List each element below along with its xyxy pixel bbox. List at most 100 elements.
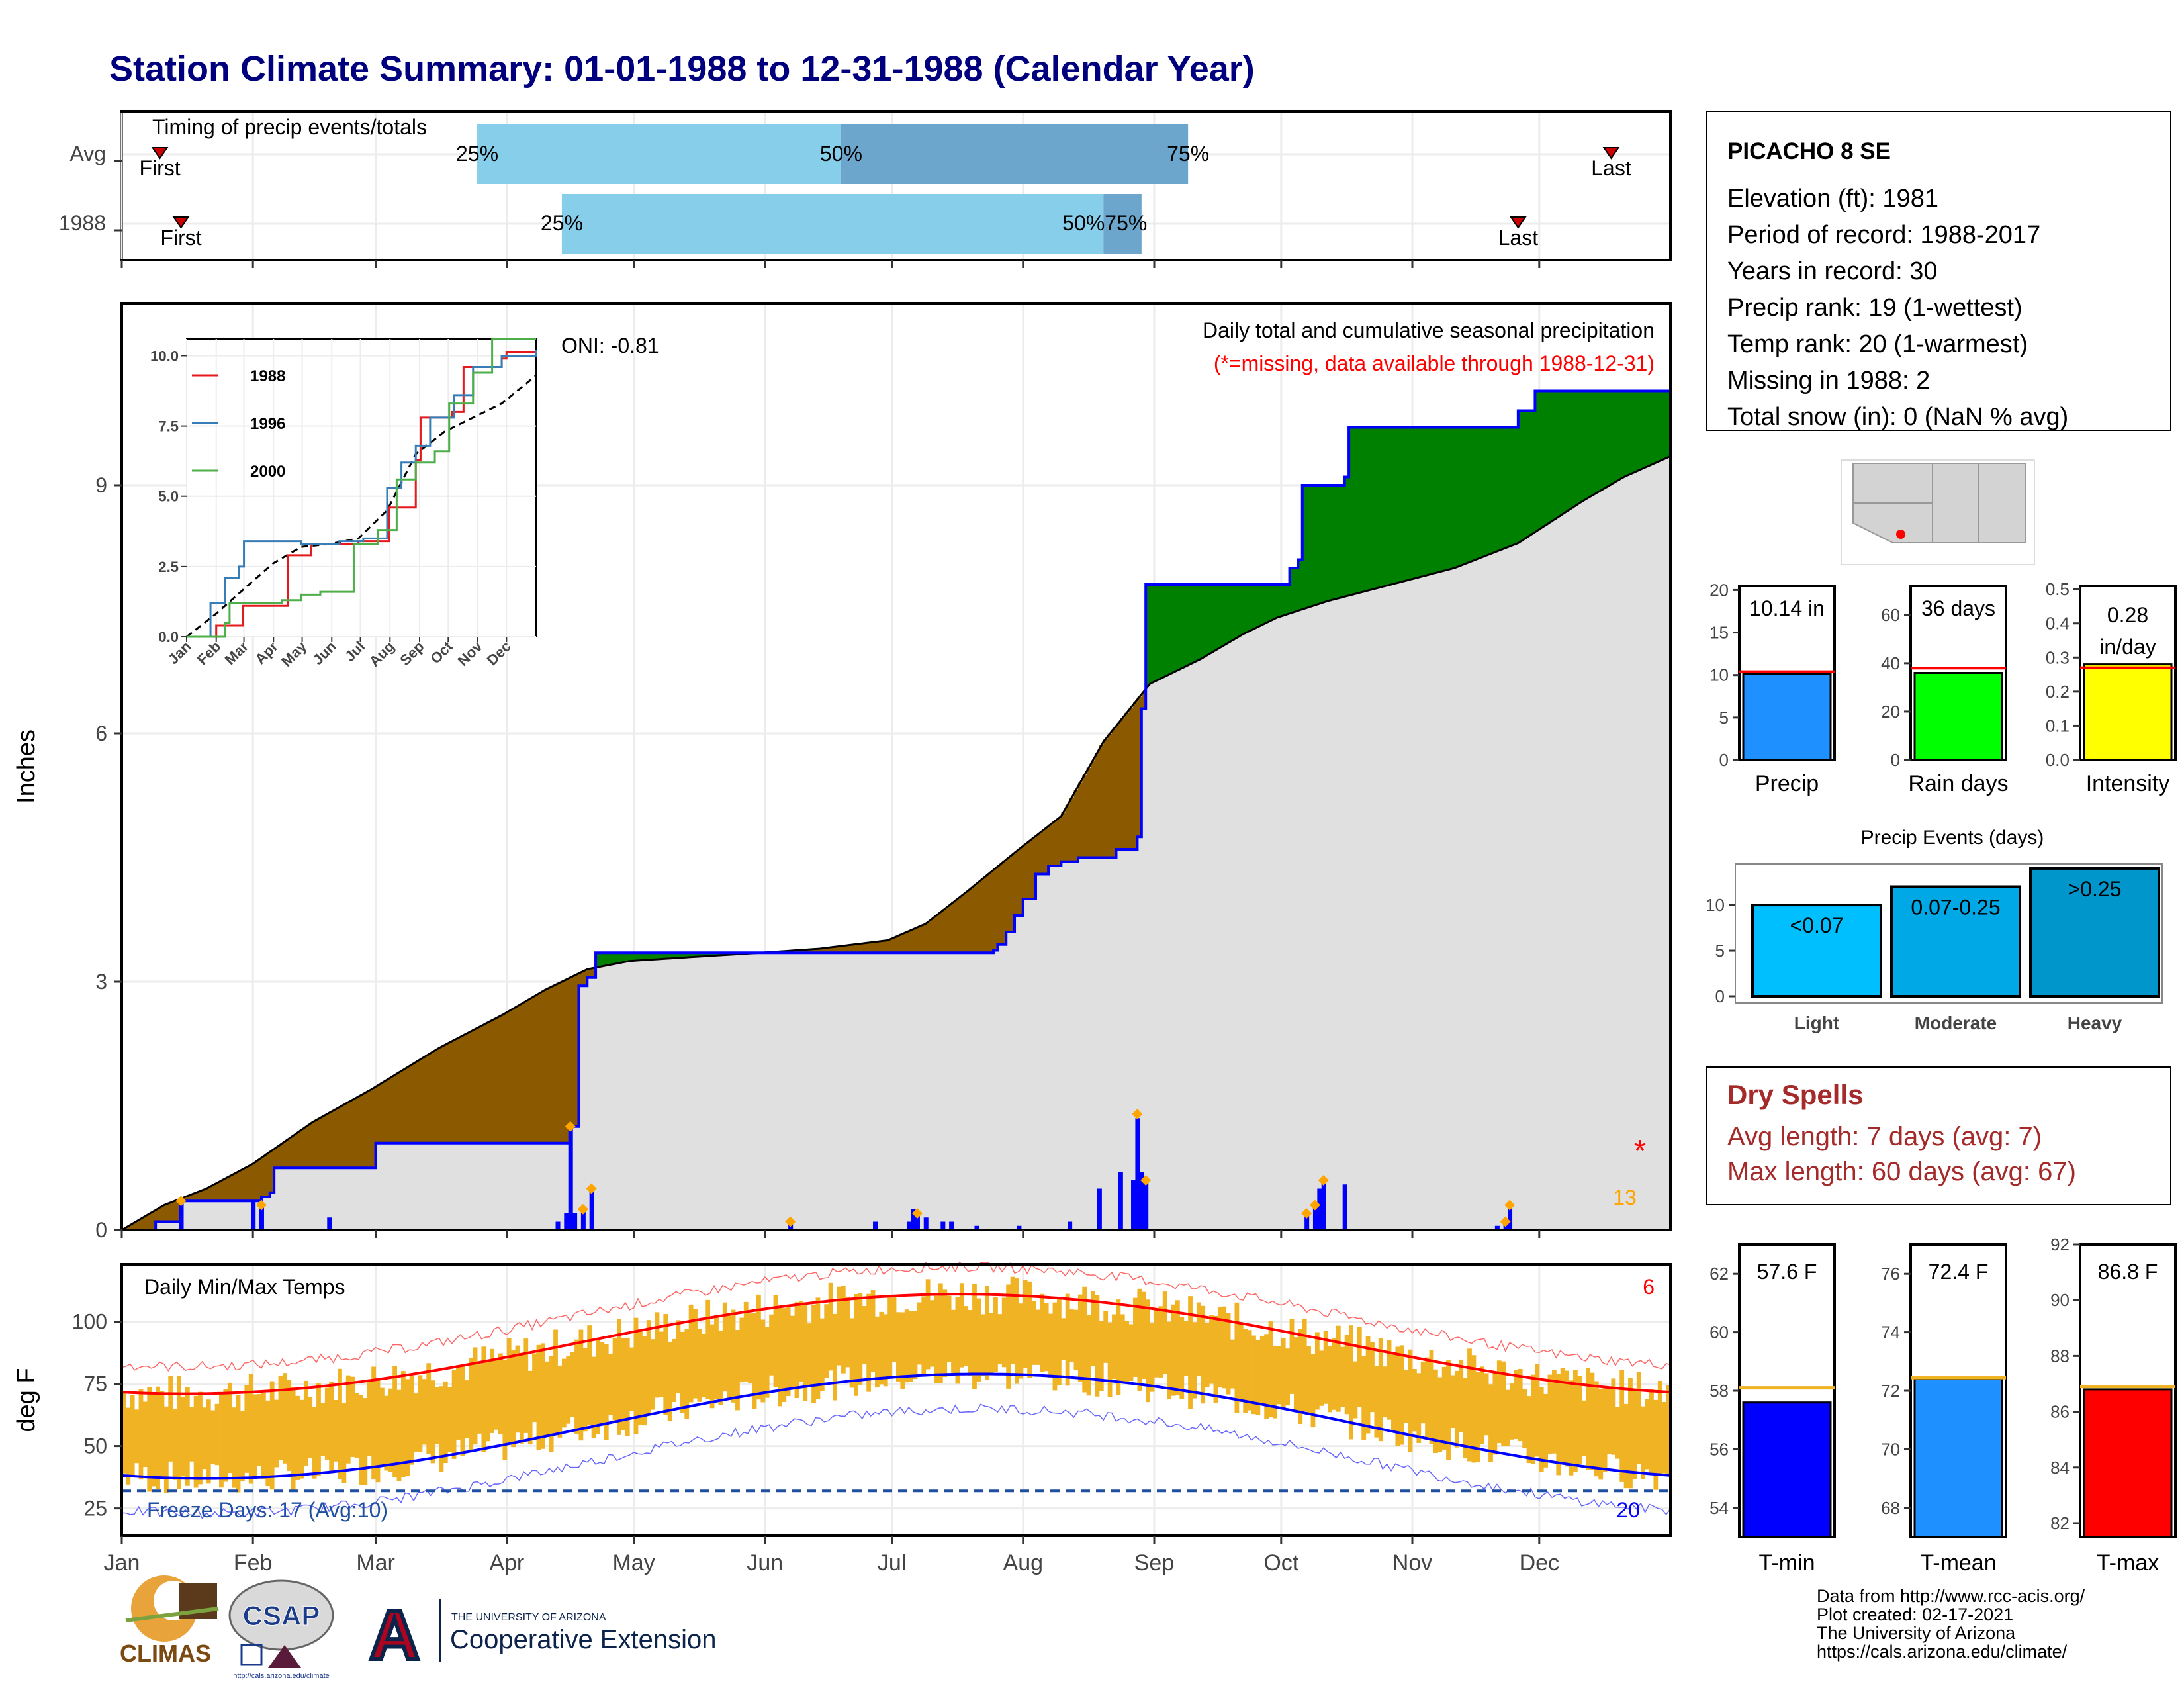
daily-temp-bar <box>1196 1302 1201 1376</box>
daily-precip-bar <box>923 1217 929 1230</box>
daily-temp-bar <box>1154 1309 1159 1378</box>
summary-ytick-label: 0.1 <box>2046 716 2070 735</box>
daily-temp-bar <box>1319 1350 1324 1406</box>
deficit-area <box>557 982 563 1143</box>
missing-mark: * <box>1634 1134 1647 1169</box>
daily-temp-bar <box>684 1329 690 1419</box>
surplus-area <box>676 953 681 958</box>
surplus-area <box>1183 585 1189 667</box>
surplus-area <box>1636 391 1641 471</box>
cold-count: 20 <box>1616 1498 1640 1522</box>
deficit-area <box>418 1059 423 1143</box>
daily-temp-bar <box>1001 1297 1007 1368</box>
surplus-area <box>1302 485 1307 609</box>
dry-spells-box: Dry Spells Avg length: 7 days (avg: 7) M… <box>1706 1066 2171 1205</box>
surplus-area <box>1560 391 1565 514</box>
surplus-area <box>701 953 706 957</box>
freeze-text: Freeze Days: 17 (Avg:10) <box>147 1498 388 1522</box>
daily-temp-bar <box>236 1394 241 1493</box>
deficit-area <box>536 994 541 1143</box>
daily-temp-bar <box>545 1361 550 1436</box>
deficit-area <box>1023 844 1028 899</box>
surplus-area <box>1226 585 1231 643</box>
daily-temp-bar <box>1298 1329 1303 1425</box>
deficit-area <box>866 943 872 953</box>
month-label: Apr <box>489 1550 524 1575</box>
credit-line: https://cals.arizona.edu/climate/ <box>1817 1642 2068 1662</box>
surplus-area <box>1188 585 1193 665</box>
surplus-area <box>1590 391 1595 496</box>
daily-temp-bar <box>1247 1330 1252 1411</box>
deficit-area <box>833 947 838 953</box>
deficit-area <box>515 1006 520 1143</box>
summary-ytick-label: 0.3 <box>2046 647 2070 667</box>
daily-temp-bar <box>227 1382 232 1474</box>
summary-ytick-label: 0.2 <box>2046 682 2070 702</box>
surplus-area <box>1577 391 1582 504</box>
deficit-area <box>126 1226 131 1230</box>
deficit-area <box>261 1156 266 1197</box>
deficit-area <box>380 1082 385 1143</box>
daily-temp-bar <box>1641 1406 1646 1479</box>
surplus-area <box>1179 585 1185 669</box>
daily-temp-bar <box>1501 1361 1506 1447</box>
surplus-area <box>1429 427 1434 575</box>
surplus-area <box>1569 391 1574 509</box>
surplus-area <box>1420 427 1426 577</box>
daily-temp-bar <box>1590 1372 1595 1470</box>
daily-temp-bar <box>786 1307 791 1396</box>
deficit-area <box>265 1153 271 1197</box>
surplus-area <box>1154 585 1159 681</box>
events-ytick-label: 10 <box>1706 895 1725 915</box>
inset-series-1996 <box>187 350 537 638</box>
deficit-area <box>1015 851 1020 915</box>
surplus-area <box>1209 585 1214 653</box>
deficit-area <box>1091 760 1096 858</box>
surplus-area <box>608 953 614 965</box>
surplus-area <box>1234 585 1240 638</box>
daily-temp-bar <box>333 1399 338 1462</box>
daily-temp-bar <box>904 1309 909 1383</box>
deficit-area <box>1077 782 1083 858</box>
daily-temp-bar <box>891 1295 897 1362</box>
daily-temp-bar <box>287 1380 292 1471</box>
surplus-area <box>1433 427 1438 573</box>
daily-temp-bar <box>308 1397 313 1458</box>
record-high-line <box>121 1261 1671 1372</box>
summary-value-label: 10.14 in <box>1749 596 1825 620</box>
surplus-area <box>1285 585 1291 614</box>
daily-temp-bar <box>316 1383 321 1476</box>
daily-temp-bar <box>1006 1284 1011 1389</box>
daily-temp-bar <box>380 1387 385 1467</box>
summary-value-label-unit: in/day <box>2099 635 2156 659</box>
deficit-area <box>964 892 969 953</box>
precip-event-dot <box>1140 1175 1152 1186</box>
daily-temp-bar <box>1547 1374 1553 1454</box>
daily-temp-bar <box>1569 1380 1574 1476</box>
surplus-area <box>1314 485 1320 605</box>
daily-temp-bar <box>1086 1315 1091 1396</box>
daily-temp-bar <box>1441 1366 1447 1450</box>
deficit-area <box>400 1070 406 1143</box>
ua-big-text: Cooperative Extension <box>450 1625 716 1654</box>
daily-precip-bar <box>1342 1184 1347 1230</box>
daily-temp-bar <box>997 1314 1003 1364</box>
record-low-line <box>121 1403 1671 1519</box>
daily-temp-bar <box>1353 1361 1358 1419</box>
temp-bar-ytick-label: 60 <box>1709 1323 1729 1342</box>
daily-temp-bar <box>752 1313 757 1409</box>
deficit-area <box>1010 854 1015 932</box>
surplus-area <box>1551 391 1557 520</box>
daily-temp-bar <box>1158 1306 1163 1378</box>
deficit-area <box>409 1064 414 1143</box>
daily-precip-bar <box>572 1213 578 1230</box>
deficit-area <box>274 1147 279 1168</box>
surplus-area <box>1310 485 1316 606</box>
surplus-area <box>1446 427 1451 570</box>
daily-temp-bar <box>642 1336 647 1426</box>
daily-temp-bar <box>447 1387 453 1452</box>
inset-ytick-label: 5.0 <box>158 489 179 505</box>
summary-bar-charts: 0 5 10 15 20 10.14 in Precip 0 20 40 60 36 days Rain… <box>1709 579 2177 796</box>
temp-bar-ytick-label: 62 <box>1709 1264 1729 1284</box>
